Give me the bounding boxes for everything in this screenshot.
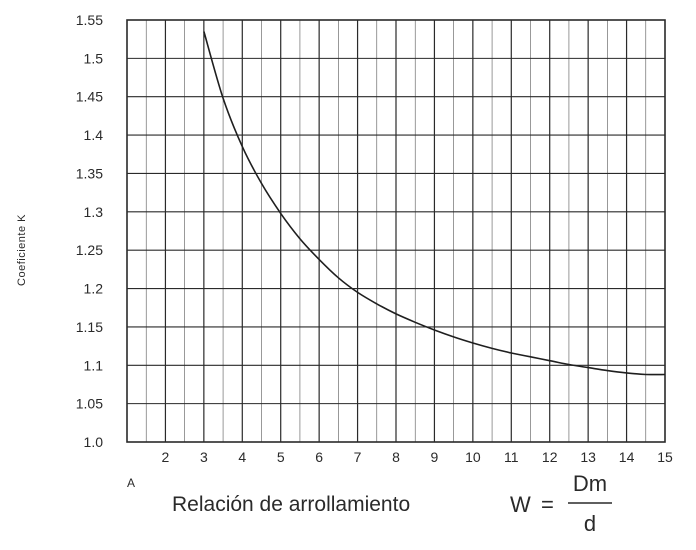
grid	[127, 20, 665, 442]
y-tick-label: 1.2	[84, 281, 104, 297]
x-tick-label: 2	[162, 449, 170, 465]
formula-lhs: W	[510, 492, 531, 517]
formula-denominator: d	[584, 511, 596, 536]
y-tick-label: 1.35	[76, 165, 103, 181]
x-tick-labels: 2 3 4 5 6 7 8 9 10 11 12 13 14 15	[162, 449, 673, 465]
plot-border	[126, 19, 666, 443]
x-tick-label: 5	[277, 449, 285, 465]
y-tick-label: 1.05	[76, 396, 103, 412]
x-tick-label: 11	[504, 449, 519, 465]
corner-label: A	[127, 476, 135, 490]
x-tick-label: 12	[542, 449, 558, 465]
y-tick-label: 1.4	[84, 127, 104, 143]
y-tick-label: 1.45	[76, 89, 103, 105]
plot-frame	[126, 19, 666, 443]
x-tick-label: 4	[238, 449, 246, 465]
x-tick-label: 6	[315, 449, 323, 465]
x-tick-label: 14	[619, 449, 635, 465]
x-tick-label: 13	[580, 449, 596, 465]
formula: W = Dm d	[510, 471, 612, 536]
x-tick-label: 3	[200, 449, 208, 465]
y-tick-label: 1.55	[76, 12, 103, 28]
x-tick-label: 15	[657, 449, 673, 465]
y-tick-label: 1.5	[84, 50, 104, 66]
series-line-group	[203, 31, 666, 376]
x-tick-label: 8	[392, 449, 400, 465]
y-tick-label: 1.0	[84, 434, 104, 450]
y-tick-label: 1.1	[84, 357, 104, 373]
y-tick-label: 1.15	[76, 319, 103, 335]
y-tick-labels: 1.0 1.05 1.1 1.15 1.2 1.25 1.3 1.35 1.4 1.45 1.5 1.…	[76, 12, 103, 450]
y-axis-title: Coeficiente K	[16, 214, 28, 286]
x-axis-title: Relación de arrollamiento	[172, 493, 410, 516]
x-tick-label: 7	[354, 449, 362, 465]
x-tick-label: 9	[431, 449, 439, 465]
y-tick-label: 1.25	[76, 242, 103, 258]
x-tick-label: 10	[465, 449, 481, 465]
formula-numerator: Dm	[573, 471, 607, 496]
series-line	[203, 31, 666, 376]
formula-equals: =	[541, 492, 554, 517]
y-tick-label: 1.3	[84, 204, 104, 220]
